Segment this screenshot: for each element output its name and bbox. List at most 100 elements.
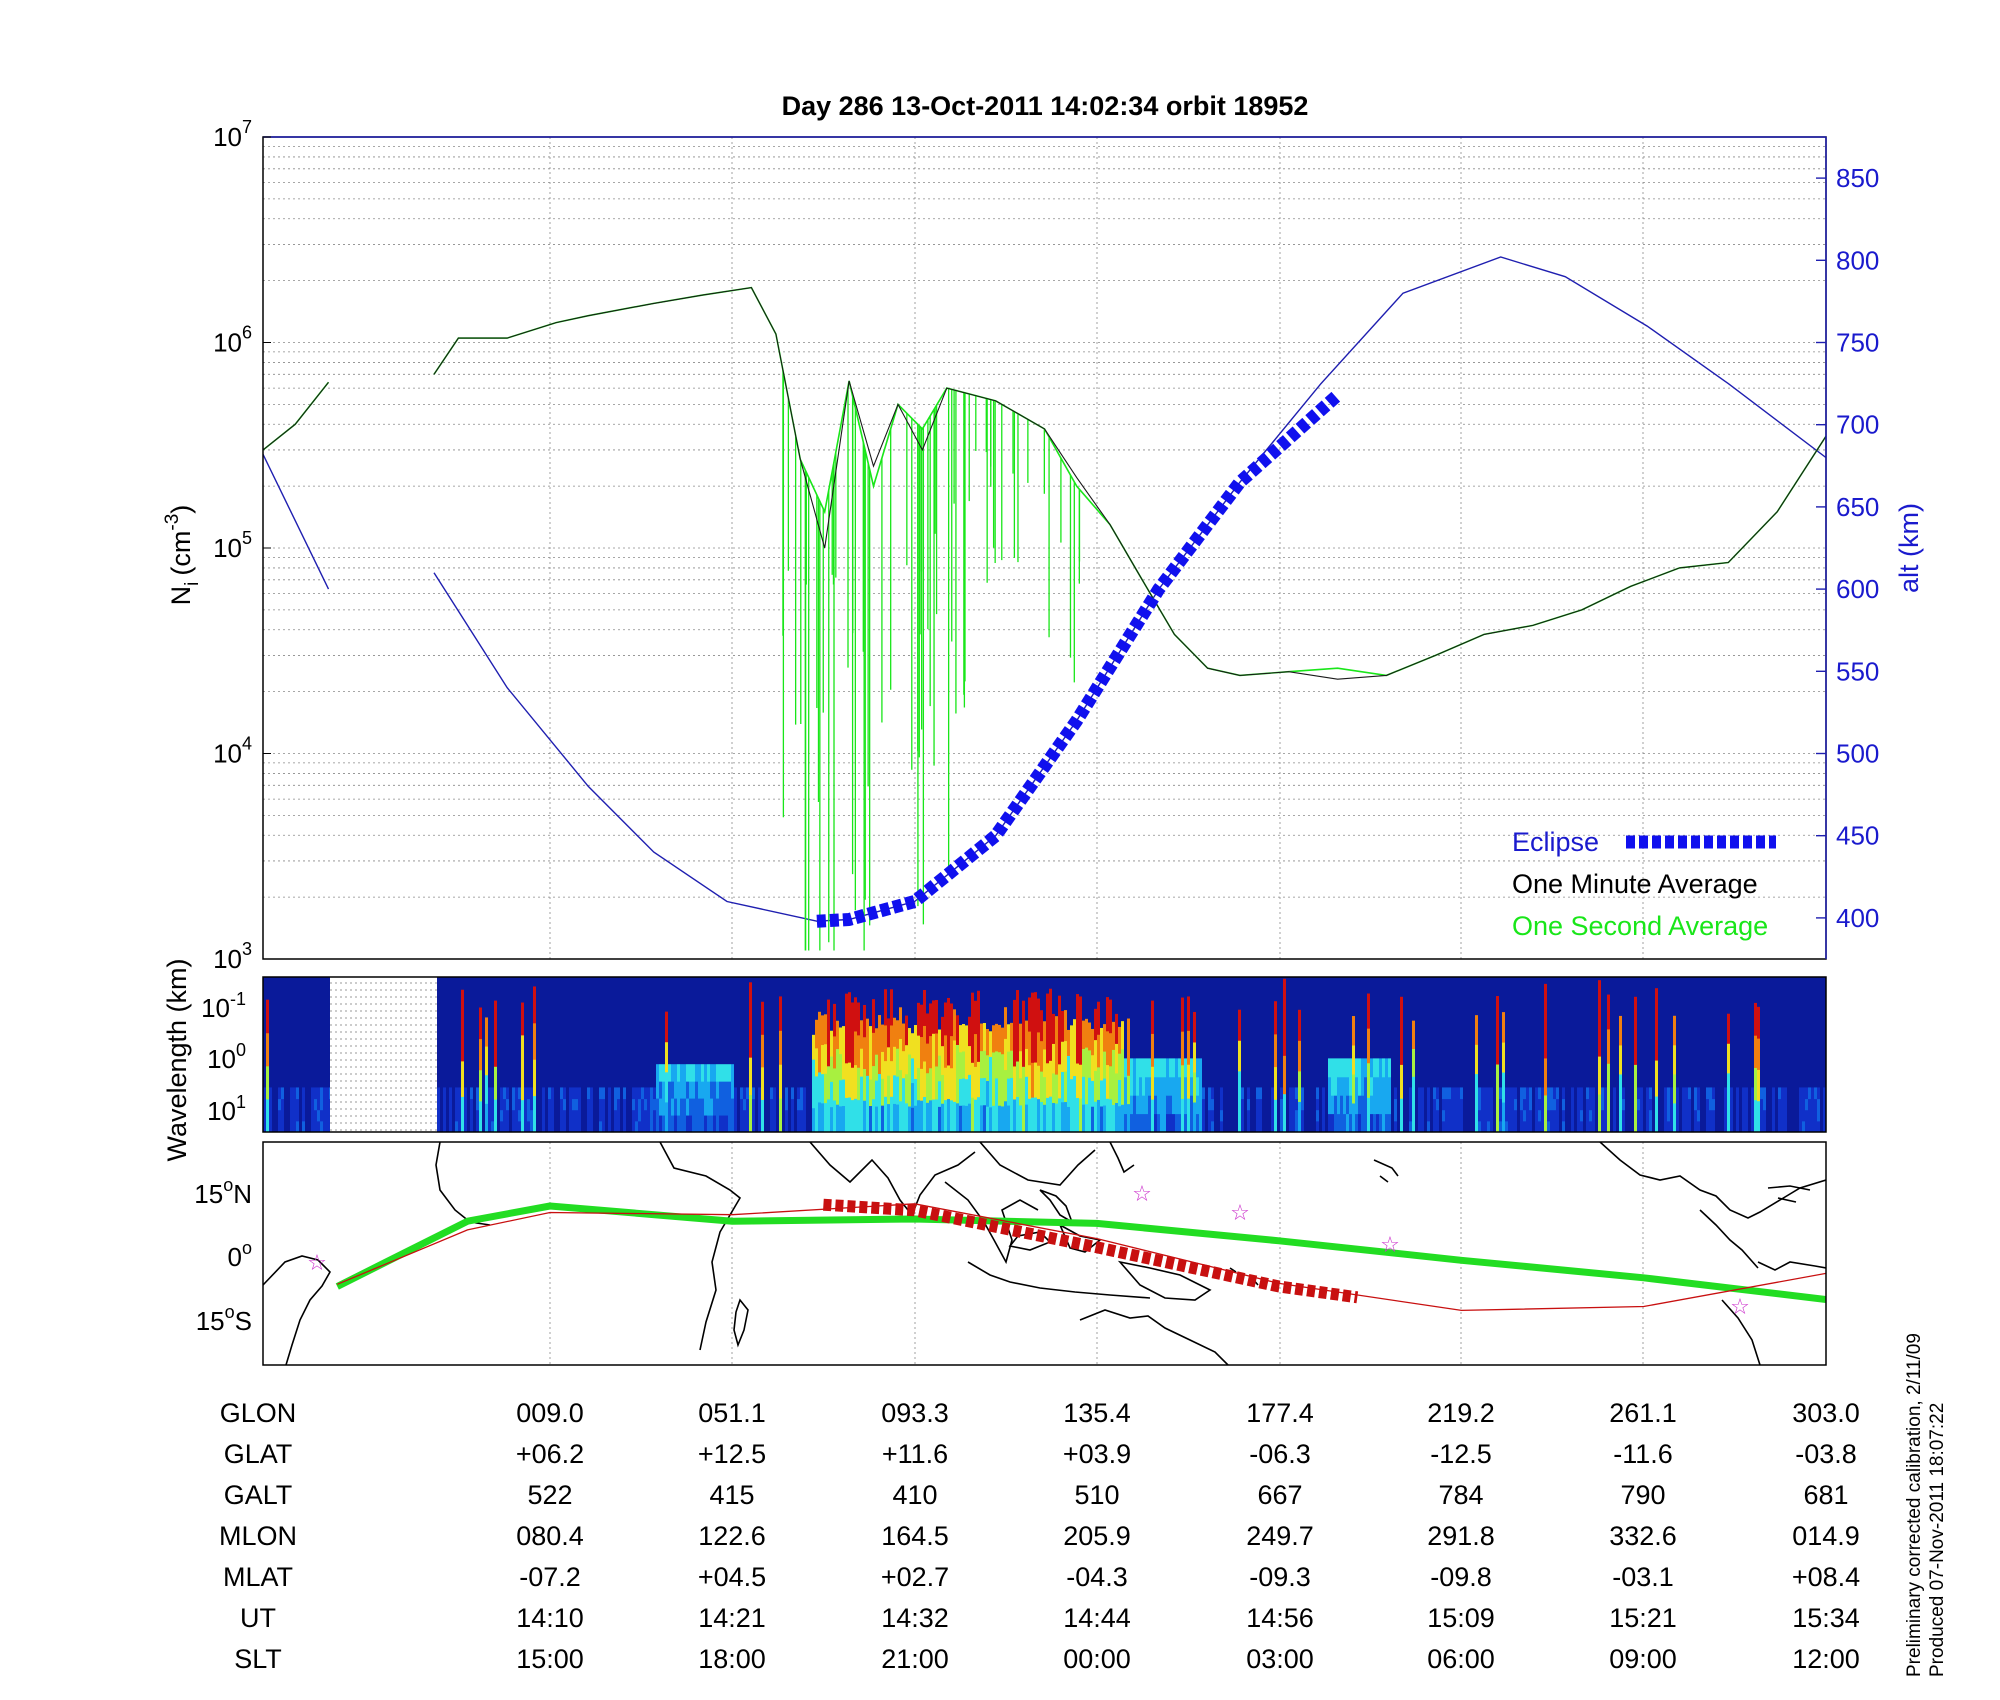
spectrogram-cell (1241, 1087, 1244, 1100)
spectrogram-cell (1100, 1079, 1103, 1107)
spectrogram-cell (1367, 1028, 1370, 1064)
spectrogram-cell (278, 1098, 281, 1111)
spectrogram-cell (707, 1081, 710, 1099)
spectrogram-cell (1130, 1076, 1133, 1096)
spectrogram-cell (503, 1098, 506, 1111)
spectrogram-cell (692, 1064, 695, 1082)
spectrogram-cell (836, 1020, 839, 1050)
spectrogram-cell (1022, 1033, 1025, 1067)
spectrogram-cell (632, 1087, 635, 1100)
spectrogram-cell (1085, 1047, 1088, 1076)
altitude-y-label: alt (km) (1894, 503, 1924, 593)
spectrogram-cell (650, 1120, 653, 1133)
spectrogram-cell (1178, 1076, 1181, 1096)
spectrogram-cell (707, 1064, 710, 1082)
spectrogram-cell (491, 1087, 494, 1100)
spectrogram-cell (614, 1098, 617, 1111)
orbit-cell: 205.9 (1063, 1521, 1131, 1551)
coast-new-guinea (1117, 1260, 1212, 1301)
spectrogram-cell (1013, 1065, 1016, 1100)
spectrogram-cell (1664, 1087, 1667, 1100)
spectrogram-cell (623, 1109, 626, 1122)
spectrogram-cell (803, 1120, 806, 1133)
spectrogram-cell (488, 1098, 491, 1111)
spectrogram-cell (1553, 1087, 1556, 1100)
spectrogram-cell (1076, 1028, 1079, 1064)
altitude-y-tick-label: 400 (1836, 903, 1879, 933)
spectrogram-cell (1247, 1120, 1250, 1133)
spectrogram-cell (1259, 1120, 1262, 1133)
spectrogram-cell (1139, 1113, 1142, 1133)
spectrogram-cell (1247, 1109, 1250, 1122)
spectrogram-cell (1043, 1048, 1046, 1078)
spectrogram-cell (761, 1066, 764, 1100)
spectrogram-cell (1604, 1087, 1607, 1100)
spectrogram-cell (752, 1087, 755, 1100)
spectrogram-cell (824, 1043, 827, 1074)
spectrogram-cell (992, 1025, 995, 1053)
spectrogram-cell (326, 1120, 329, 1133)
spectrogram-cell (686, 1115, 689, 1133)
spectrogram-cell (773, 1109, 776, 1122)
spectrogram-cell (1805, 1098, 1808, 1111)
spectrogram-cell (704, 1098, 707, 1116)
spectrogram-cell (1022, 1066, 1025, 1100)
orbit-cell: -03.1 (1612, 1562, 1674, 1592)
spectrogram-cell (1592, 1109, 1595, 1122)
spectrogram-cell (1292, 1098, 1295, 1111)
spectrogram-cell (731, 1064, 734, 1082)
spectrogram-cell (1097, 1001, 1100, 1035)
spectrogram-cell (491, 1098, 494, 1111)
spectrogram-cell (1118, 1026, 1121, 1054)
spectrogram-cell (1706, 1120, 1709, 1133)
spectrogram-cell (1178, 1095, 1181, 1115)
spectrogram-cell (1142, 1113, 1145, 1133)
spectrogram-cell (1802, 1098, 1805, 1111)
spectrogram-cell (1553, 1098, 1556, 1111)
spectrogram-cell (881, 1051, 884, 1079)
spectrogram-cell (1754, 1002, 1757, 1036)
spectrogram-cell (1475, 1073, 1478, 1104)
spectrogram-cell (1688, 1109, 1691, 1122)
spectrogram-cell (1283, 1055, 1286, 1095)
spectrogram-cell (314, 1098, 317, 1111)
spectrogram-cell (1712, 1087, 1715, 1100)
spectrogram-cell (1154, 1095, 1157, 1115)
spectrogram-cell (1181, 997, 1184, 1032)
spectrogram-cell (1709, 1109, 1712, 1122)
spectrogram-cell (1586, 1120, 1589, 1133)
spectrogram-cell (1382, 1113, 1385, 1133)
spectrogram-cell (1127, 1075, 1130, 1105)
spectrogram-cell (269, 1098, 272, 1111)
spectrogram-cell (1490, 1087, 1493, 1100)
spectrogram-cell (1370, 1095, 1373, 1115)
spectrogram-cell (1100, 1053, 1103, 1081)
spectrogram-cell (800, 1109, 803, 1122)
spectrogram-cell (623, 1120, 626, 1133)
spectrogram-cell (1040, 1071, 1043, 1103)
coast-arabia-india (809, 1142, 976, 1217)
spectrogram-cell (713, 1081, 716, 1099)
spectrogram-cell (608, 1120, 611, 1133)
spectrogram-cell (1427, 1109, 1430, 1122)
spectrogram-cell (1028, 1098, 1031, 1133)
spectrogram-cell (749, 1094, 752, 1133)
spectrogram-cell (470, 1120, 473, 1133)
spectrogram-cell (290, 1087, 293, 1100)
spectrogram-cell (587, 1120, 590, 1133)
spectrogram-cell (713, 1098, 716, 1116)
spectrogram-cell (713, 1064, 716, 1082)
spectrogram-cell (1781, 1120, 1784, 1133)
spectrogram-cell (713, 1115, 716, 1133)
footer-calibration-note: Preliminary corrected calibration, 2/11/… (1904, 1333, 1925, 1677)
coast-central-america (1699, 1209, 1759, 1269)
spectrogram-cell (971, 1097, 974, 1133)
spectrogram-cell (1247, 1087, 1250, 1100)
spectrogram-cell (1061, 1041, 1064, 1073)
spectrogram-cell (1520, 1120, 1523, 1133)
spectrogram-cell (1433, 1098, 1436, 1111)
spectrogram-cell (437, 1087, 440, 1100)
spectrogram-cell (1364, 1095, 1367, 1115)
spectrogram-cell (575, 1087, 578, 1100)
spectrogram-cell (1241, 1120, 1244, 1133)
